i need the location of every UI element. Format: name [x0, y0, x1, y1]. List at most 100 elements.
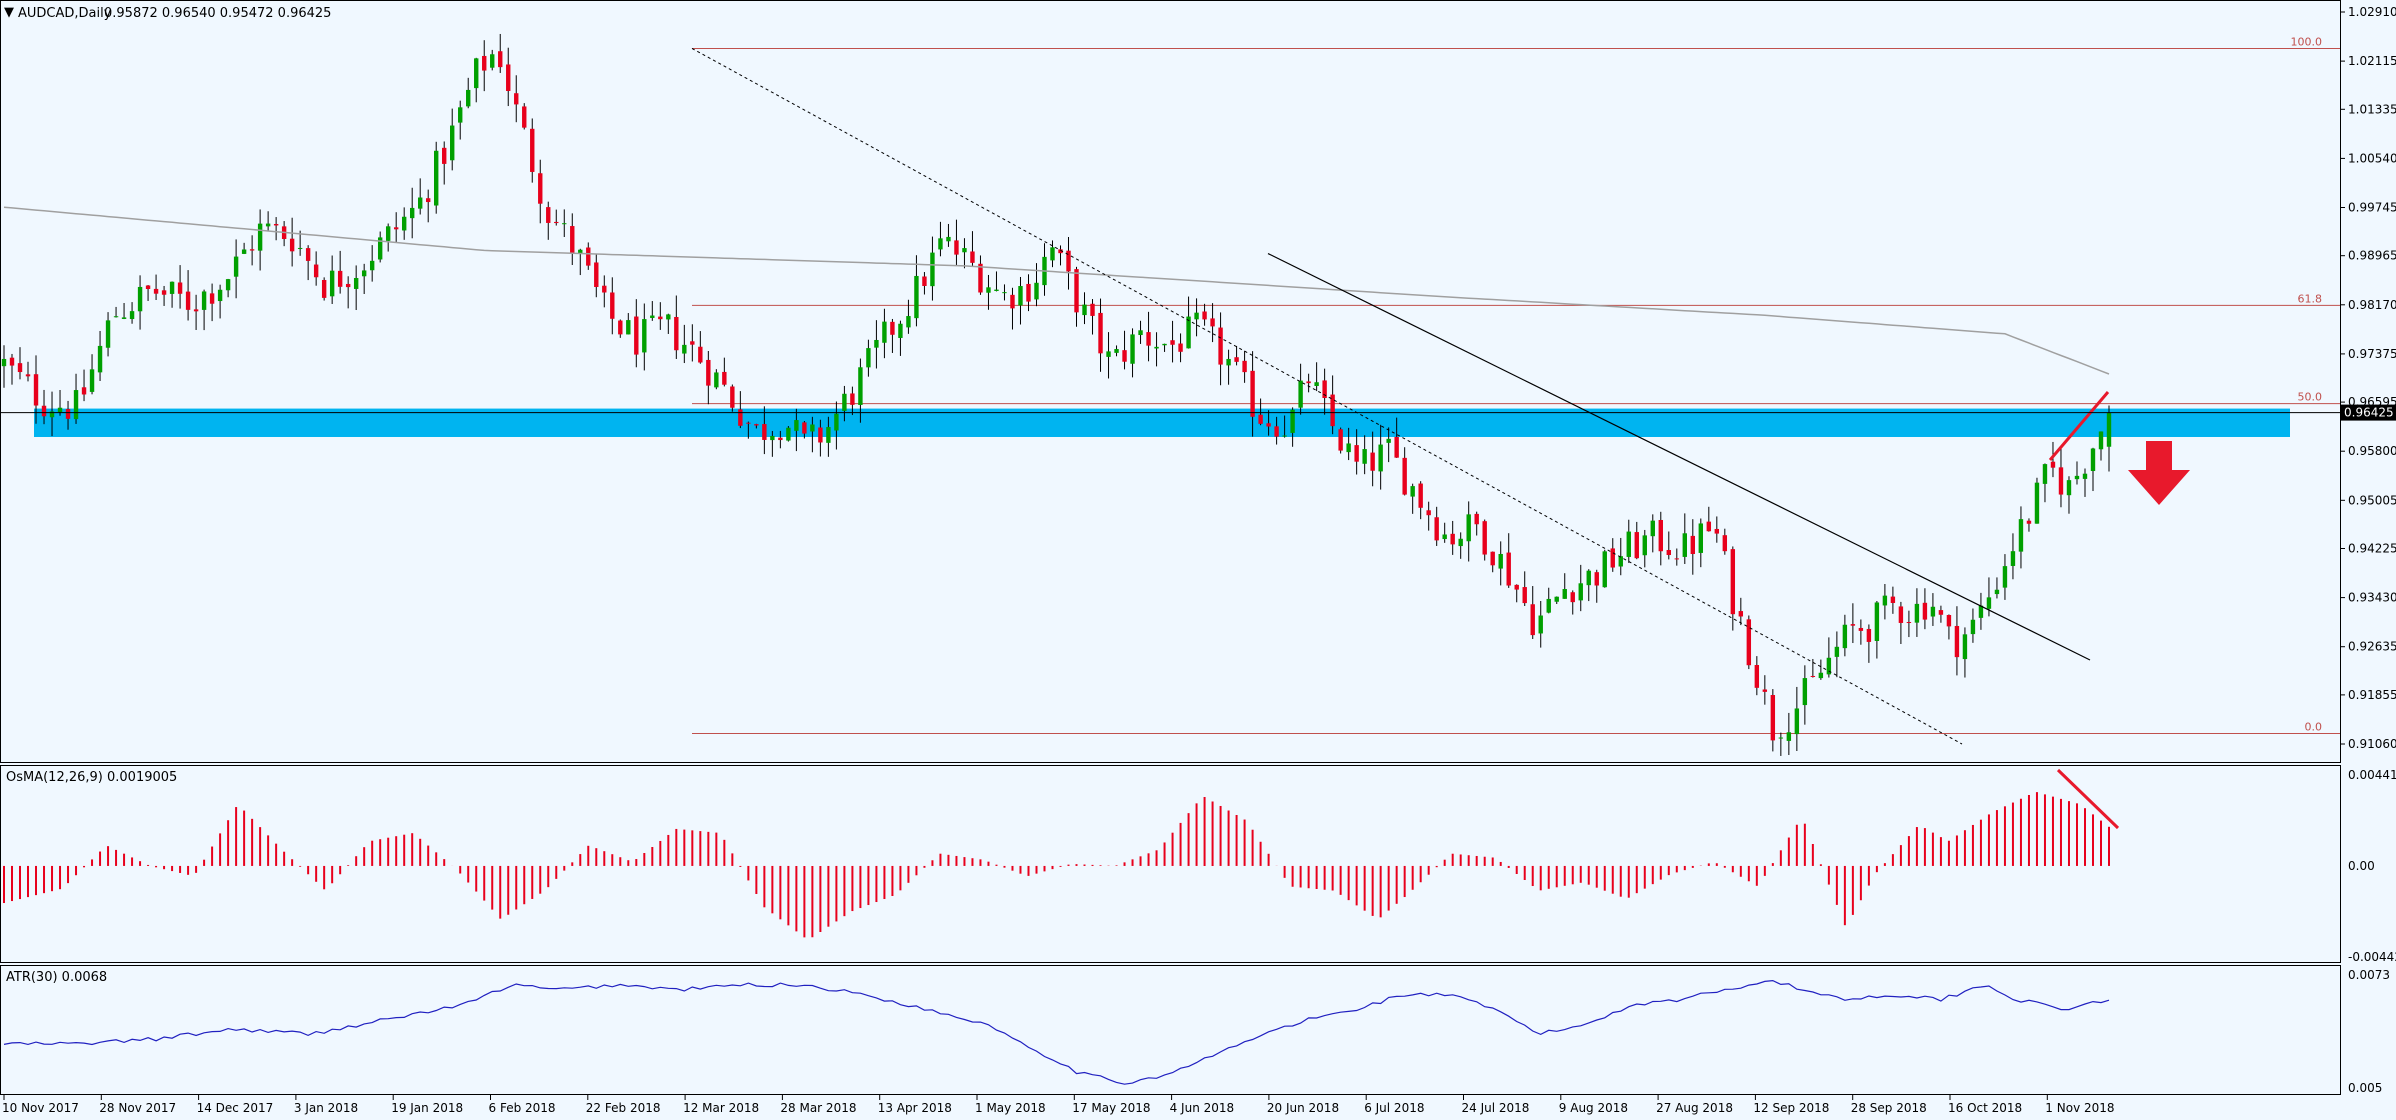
x-tick-label: 6 Jul 2018 — [1364, 1101, 1424, 1115]
candle-up — [1626, 531, 1631, 557]
candle-up — [1994, 589, 2000, 595]
candle-down — [1810, 675, 1816, 677]
candle-down — [1570, 592, 1575, 603]
atr-panel-border — [0, 965, 2341, 1095]
candle-down — [754, 424, 759, 426]
y-tick-label: 1.02910 — [2348, 5, 2396, 19]
candle-up — [1138, 330, 1143, 336]
fibonacci-level-label: 100.0 — [2291, 35, 2323, 48]
candle-up — [297, 247, 303, 249]
candle-down — [177, 282, 183, 294]
candle-down — [818, 427, 823, 443]
x-tick-label: 14 Dec 2017 — [197, 1101, 274, 1115]
candle-up — [1786, 732, 1792, 741]
candle-down — [2050, 461, 2056, 468]
candle-up — [121, 317, 127, 319]
candle-up — [401, 216, 407, 231]
candle-down — [2026, 520, 2032, 524]
candle-down — [1634, 532, 1639, 559]
y-tick-label: 0.98170 — [2348, 298, 2396, 312]
candle-down — [1506, 552, 1511, 586]
candle-down — [634, 316, 639, 355]
candle-down — [1946, 614, 1952, 627]
candle-down — [1490, 551, 1495, 566]
candle-down — [1658, 519, 1663, 552]
candle-down — [9, 357, 15, 366]
y-tick-label: 0.93430 — [2348, 591, 2396, 605]
candle-up — [842, 393, 847, 411]
x-tick-label: 13 Apr 2018 — [878, 1101, 952, 1115]
candle-up — [377, 237, 383, 260]
candle-down — [778, 437, 783, 441]
candle-down — [161, 290, 167, 295]
candle-up — [666, 314, 671, 320]
y-tick-label: 1.02115 — [2348, 54, 2396, 68]
fibonacci-level-label: 50.0 — [2298, 391, 2323, 404]
candle-up — [1842, 624, 1848, 649]
x-tick-label: 28 Sep 2018 — [1851, 1101, 1927, 1115]
candle-up — [682, 344, 687, 354]
candle-up — [474, 58, 479, 89]
candle-up — [794, 420, 799, 431]
candle-up — [914, 275, 919, 319]
candle-up — [2098, 431, 2104, 450]
candle-down — [1026, 283, 1031, 302]
y-tick-label: 0.94225 — [2348, 541, 2396, 555]
candle-down — [337, 270, 343, 287]
candle-down — [1738, 611, 1744, 617]
candle-up — [1458, 538, 1463, 547]
x-tick-label: 10 Nov 2017 — [2, 1101, 79, 1115]
osma-panel: 0.004414 0.00 -0.004420 — [3, 768, 2396, 964]
candle-down — [1922, 602, 1928, 620]
candle-down — [1330, 394, 1335, 427]
candle-down — [426, 198, 431, 203]
candle-down — [1258, 414, 1263, 424]
candle-up — [1226, 358, 1231, 366]
candle-down — [1714, 528, 1720, 534]
candle-up — [225, 279, 231, 291]
candle-down — [1690, 535, 1696, 555]
osma-y-tick-label: 0.004414 — [2348, 768, 2396, 782]
candle-up — [1194, 312, 1199, 320]
x-tick-label: 1 May 2018 — [975, 1101, 1046, 1115]
candle-down — [1898, 606, 1904, 623]
candle-up — [49, 411, 55, 418]
candle-down — [1866, 628, 1872, 642]
osma-y-tick-label: 0.00 — [2348, 859, 2375, 873]
candle-down — [970, 251, 975, 263]
candle-up — [1682, 533, 1687, 557]
candle-up — [866, 348, 871, 368]
candle-up — [353, 278, 359, 289]
x-tick-label: 12 Sep 2018 — [1753, 1101, 1829, 1115]
candle-down — [602, 285, 607, 293]
candle-up — [1162, 343, 1167, 346]
candle-up — [2090, 448, 2096, 472]
candle-up — [858, 367, 863, 405]
candle-down — [273, 223, 279, 226]
candle-down — [570, 226, 575, 254]
candle-up — [2002, 566, 2008, 588]
candle-down — [321, 279, 327, 298]
candle-down — [17, 363, 23, 373]
candle-up — [1794, 708, 1800, 735]
candle-up — [1554, 596, 1559, 602]
collapse-triangle-icon[interactable]: ▼ — [4, 5, 14, 20]
candle-down — [41, 405, 47, 417]
candle-up — [1930, 606, 1936, 617]
candle-up — [1546, 598, 1551, 613]
candle-down — [313, 264, 319, 278]
candle-down — [1530, 604, 1535, 636]
candle-down — [1754, 664, 1760, 688]
candle-down — [185, 291, 191, 310]
candle-down — [305, 248, 311, 261]
candle-down — [890, 321, 895, 335]
y-tick-label: 0.98965 — [2348, 249, 2396, 263]
candle-down — [1522, 587, 1527, 604]
candle-down — [1242, 360, 1247, 373]
candle-down — [33, 374, 39, 406]
moving-average-line — [3, 206, 2110, 375]
main-panel-border — [0, 0, 2341, 763]
candle-down — [730, 386, 735, 408]
